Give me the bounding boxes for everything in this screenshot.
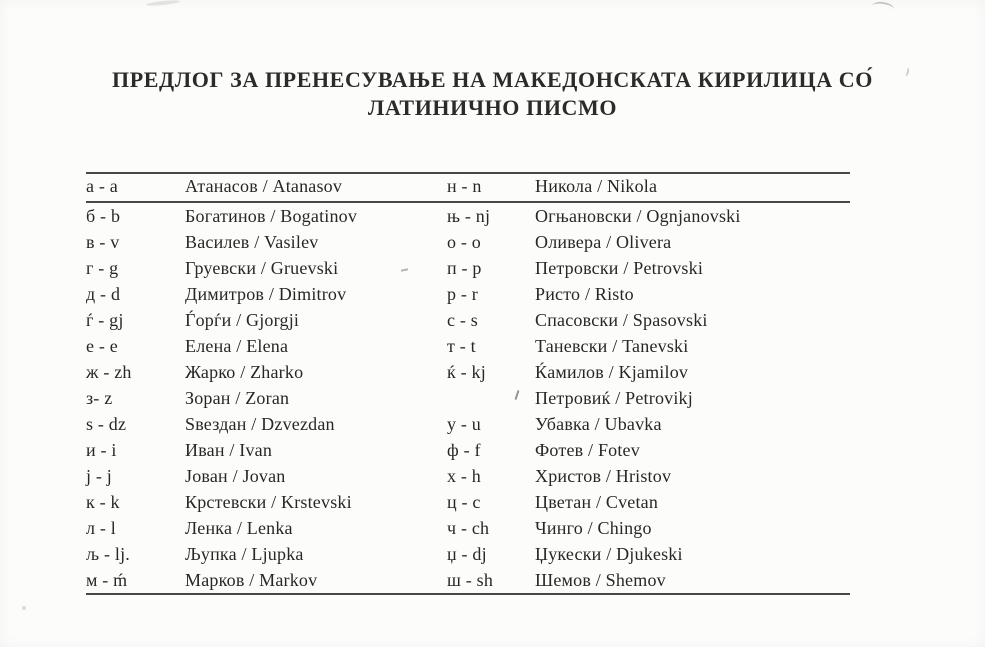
example-cell: Крстевски / Krstevski: [185, 492, 352, 512]
example-cell: Елена / Elena: [185, 336, 289, 356]
scan-artifact: [22, 606, 26, 610]
table-row: а - a Атанасов / Atanasov н - n Никола /…: [86, 174, 850, 203]
example-cell: Марков / Markov: [185, 570, 318, 590]
letter-pair-cell: е - e: [86, 336, 118, 356]
letter-pair-cell: ж - zh: [86, 362, 132, 382]
table-row: г - g Груевски / Gruevski п - p Петровск…: [86, 255, 850, 281]
letter-pair-cell: и - i: [86, 440, 117, 460]
scan-artifact: [871, 0, 895, 15]
letter-pair-cell: м - ḿ: [86, 570, 128, 590]
letter-pair-cell: д - d: [86, 284, 121, 304]
example-cell: Цветан / Cvetan: [535, 492, 659, 512]
page-title-line1: ПРЕДЛОГ ЗА ПРЕНЕСУВАЊЕ НА МАКЕДОНСКАТА К…: [111, 67, 874, 92]
table-row: и - i Иван / Ivan ф - f Фотев / Fotev: [86, 437, 850, 463]
example-cell: Чинго / Chingo: [535, 518, 652, 538]
table-row: з- z Зоран / Zoran Петровиќ / Petrovikj: [86, 385, 850, 411]
transliteration-table: а - a Атанасов / Atanasov н - n Никола /…: [86, 172, 850, 595]
example-cell: Ѓорѓи / Gjorgji: [185, 310, 300, 330]
example-cell: Оливера / Olivera: [535, 232, 672, 252]
letter-pair-cell: ќ - kj: [447, 362, 486, 382]
example-cell: Зоран / Zoran: [185, 388, 290, 408]
page-title: ПРЕДЛОГ ЗА ПРЕНЕСУВАЊЕ НА МАКЕДОНСКАТА К…: [0, 66, 985, 122]
letter-pair-cell: ѓ - gj: [86, 310, 124, 330]
letter-pair-cell: а - a: [86, 176, 118, 196]
letter-pair-cell: њ - nj: [447, 206, 491, 226]
example-cell: Ристо / Risto: [535, 284, 634, 304]
letter-pair-cell: ј - j: [86, 466, 112, 486]
letter-pair-cell: г - g: [86, 258, 119, 278]
letter-pair-cell: в - v: [86, 232, 120, 252]
letter-pair-cell: [447, 385, 535, 411]
example-cell: Богатинов / Bogatinov: [185, 206, 358, 226]
example-cell: Жарко / Zharko: [185, 362, 304, 382]
example-cell: Петровиќ / Petrovikj: [535, 388, 693, 408]
letter-pair-cell: ф - f: [447, 440, 481, 460]
letter-pair-cell: ч - ch: [447, 518, 490, 538]
letter-pair-cell: л - l: [86, 518, 116, 538]
table-row: ж - zh Жарко / Zharko ќ - kj Ќамилов / K…: [86, 359, 850, 385]
example-cell: Спасовски / Spasovski: [535, 310, 708, 330]
letter-pair-cell: к - k: [86, 492, 120, 512]
example-cell: Љупка / Ljupka: [185, 544, 304, 564]
letter-pair-cell: р - r: [447, 284, 478, 304]
table-row: д - d Димитров / Dimitrov р - r Ристо / …: [86, 281, 850, 307]
example-cell: Христов / Hristov: [535, 466, 672, 486]
example-cell: Фотев / Fotev: [535, 440, 640, 460]
letter-pair-cell: ш - sh: [447, 570, 494, 590]
letter-pair-cell: у - u: [447, 414, 481, 434]
example-cell: Никола / Nikola: [535, 176, 658, 196]
scan-artifact: [145, 0, 181, 7]
letter-pair-cell: џ - dj: [447, 544, 487, 564]
example-cell: Ленка / Lenka: [185, 518, 293, 538]
table-row: љ - lj. Љупка / Ljupka џ - dj Џукески / …: [86, 541, 850, 567]
example-cell: Димитров / Dimitrov: [185, 284, 347, 304]
page-title-line2: ЛАТИНИЧНО ПИСМО: [367, 95, 618, 120]
letter-pair-cell: н - n: [447, 176, 482, 196]
example-cell: Шемов / Shemov: [535, 570, 666, 590]
letter-pair-cell: ц - c: [447, 492, 481, 512]
letter-pair-cell: б - b: [86, 206, 121, 226]
table-row: е - e Елена / Elena т - t Таневски / Tan…: [86, 333, 850, 359]
table-row: ј - j Јован / Jovan х - h Христов / Hris…: [86, 463, 850, 489]
letter-pair-cell: љ - lj.: [86, 544, 130, 564]
example-cell: Ѕвездан / Dzvezdan: [185, 414, 335, 434]
example-cell: Убавка / Ubavka: [535, 414, 662, 434]
table-row: ѕ - dz Ѕвездан / Dzvezdan у - u Убавка /…: [86, 411, 850, 437]
example-cell: Атанасов / Atanasov: [185, 176, 343, 196]
example-cell: Груевски / Gruevski: [185, 258, 339, 278]
letter-pair-cell: о - o: [447, 232, 481, 252]
table-row: в - v Василев / Vasilev о - o Оливера / …: [86, 229, 850, 255]
example-cell: Ќамилов / Kjamilov: [535, 362, 689, 382]
letter-pair-cell: ѕ - dz: [86, 414, 127, 434]
example-cell: Петровски / Petrovski: [535, 258, 704, 278]
letter-pair-cell: з- z: [86, 388, 113, 408]
example-cell: Огњановски / Ognjanovski: [535, 206, 741, 226]
example-cell: Џукески / Djukeski: [535, 544, 683, 564]
example-cell: Јован / Jovan: [185, 466, 286, 486]
letter-pair-cell: т - t: [447, 336, 476, 356]
example-cell: Таневски / Tanevski: [535, 336, 689, 356]
table-row: м - ḿ Марков / Markov ш - sh Шемов / She…: [86, 567, 850, 593]
table-row: л - l Ленка / Lenka ч - ch Чинго / Ching…: [86, 515, 850, 541]
table-row: к - k Крстевски / Krstevski ц - c Цветан…: [86, 489, 850, 515]
table-row: б - b Богатинов / Bogatinov њ - nj Огњан…: [86, 203, 850, 229]
example-cell: Василев / Vasilev: [185, 232, 319, 252]
letter-pair-cell: х - h: [447, 466, 481, 486]
example-cell: Иван / Ivan: [185, 440, 273, 460]
letter-pair-cell: с - s: [447, 310, 478, 330]
table-row: ѓ - gj Ѓорѓи / Gjorgji с - s Спасовски /…: [86, 307, 850, 333]
letter-pair-cell: п - p: [447, 258, 482, 278]
